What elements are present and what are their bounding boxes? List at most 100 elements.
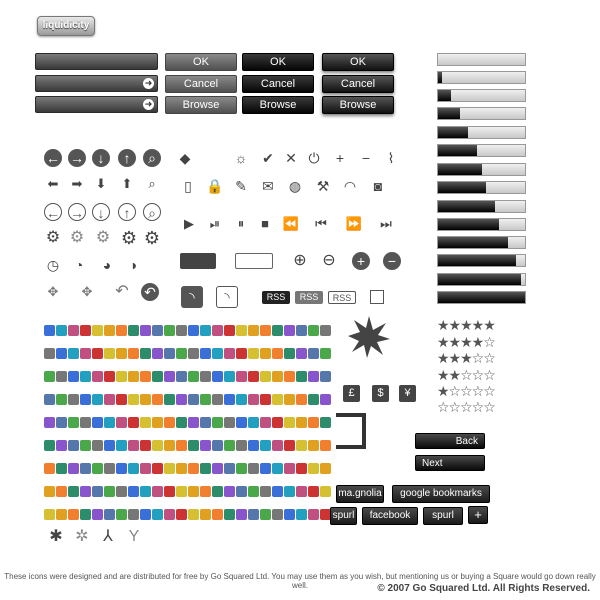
app-icon[interactable] <box>104 486 115 497</box>
app-icon[interactable] <box>308 325 319 336</box>
app-icon[interactable] <box>200 348 211 359</box>
app-icon[interactable] <box>116 486 127 497</box>
app-icon[interactable] <box>224 417 235 428</box>
app-icon[interactable] <box>200 486 211 497</box>
app-icon[interactable] <box>116 371 127 382</box>
app-icon[interactable] <box>200 440 211 451</box>
app-icon[interactable] <box>152 440 163 451</box>
search-icon[interactable]: ⌕ <box>143 149 161 167</box>
browse-button[interactable]: Browse <box>322 96 394 114</box>
app-icon[interactable] <box>152 509 163 520</box>
app-icon[interactable] <box>224 440 235 451</box>
app-icon[interactable] <box>176 417 187 428</box>
app-icon[interactable] <box>260 417 271 428</box>
app-icon[interactable] <box>308 486 319 497</box>
star-rating[interactable]: ★★★★★ <box>437 317 496 333</box>
app-icon[interactable] <box>272 348 283 359</box>
arrow-down-icon[interactable]: ↓ <box>92 203 110 221</box>
spurl-button[interactable]: spurl <box>423 507 463 525</box>
app-icon[interactable] <box>92 371 103 382</box>
app-icon[interactable] <box>152 463 163 474</box>
app-icon[interactable] <box>128 394 139 405</box>
app-icon[interactable] <box>104 371 115 382</box>
asterisk-icon[interactable]: ✱ <box>49 528 63 545</box>
app-icon[interactable] <box>236 394 247 405</box>
app-icon[interactable] <box>236 348 247 359</box>
app-icon[interactable] <box>224 486 235 497</box>
app-icon[interactable] <box>140 440 151 451</box>
app-icon[interactable] <box>92 440 103 451</box>
app-icon[interactable] <box>116 417 127 428</box>
app-icon[interactable] <box>56 417 67 428</box>
zoom-in-icon[interactable]: + <box>352 252 370 270</box>
app-icon[interactable] <box>44 463 55 474</box>
app-icon[interactable] <box>296 440 307 451</box>
app-icon[interactable] <box>176 463 187 474</box>
app-icon[interactable] <box>212 394 223 405</box>
app-icon[interactable] <box>80 486 91 497</box>
app-icon[interactable] <box>68 417 79 428</box>
app-icon[interactable] <box>284 371 295 382</box>
arrow-left-icon[interactable]: ← <box>44 203 62 221</box>
app-icon[interactable] <box>176 394 187 405</box>
app-icon[interactable] <box>200 371 211 382</box>
app-icon[interactable] <box>128 463 139 474</box>
app-icon[interactable] <box>44 348 55 359</box>
app-icon[interactable] <box>308 371 319 382</box>
app-icon[interactable] <box>140 417 151 428</box>
app-icon[interactable] <box>44 440 55 451</box>
text-input-bar[interactable] <box>35 53 158 70</box>
rss-badge[interactable]: RSS <box>328 291 356 304</box>
app-icon[interactable] <box>176 325 187 336</box>
lock-icon[interactable]: 🔒 <box>206 178 224 194</box>
app-icon[interactable] <box>68 348 79 359</box>
app-icon[interactable] <box>56 394 67 405</box>
move-icon[interactable]: ✥ <box>81 284 93 299</box>
app-icon[interactable] <box>188 394 199 405</box>
app-icon[interactable] <box>224 394 235 405</box>
arrow-up-icon[interactable]: ↑ <box>118 203 136 221</box>
fast-forward-icon[interactable]: ⏩ <box>345 216 363 231</box>
app-icon[interactable] <box>116 463 127 474</box>
arrow-up-icon[interactable]: ⬆ <box>121 176 133 191</box>
star-rating[interactable]: ★★★★☆ <box>437 334 496 350</box>
gear-icon[interactable]: ⚙ <box>120 228 138 248</box>
monitor-icon[interactable] <box>336 413 366 449</box>
dollar-icon[interactable]: $ <box>372 385 389 402</box>
move-icon[interactable]: ✥ <box>47 284 59 299</box>
app-icon[interactable] <box>140 509 151 520</box>
app-icon[interactable] <box>152 325 163 336</box>
skip-forward-icon[interactable]: ⏭ <box>380 216 392 231</box>
rss-feed-icon[interactable]: ◝ <box>216 286 238 308</box>
app-icon[interactable] <box>236 463 247 474</box>
wrench-icon[interactable]: ⚒ <box>316 178 330 194</box>
arrow-up-icon[interactable]: ↑ <box>118 149 136 167</box>
rss-badge[interactable]: RSS <box>262 291 290 304</box>
app-icon[interactable] <box>164 348 175 359</box>
pencil-icon[interactable]: ✎ <box>235 178 247 194</box>
app-icon[interactable] <box>80 348 91 359</box>
app-icon[interactable] <box>284 394 295 405</box>
app-icon[interactable] <box>224 325 235 336</box>
app-icon[interactable] <box>128 417 139 428</box>
paperclip-icon[interactable]: ⌇ <box>387 150 395 166</box>
browse-button[interactable]: Browse <box>242 96 314 114</box>
app-icon[interactable] <box>284 348 295 359</box>
app-icon[interactable] <box>140 486 151 497</box>
app-icon[interactable] <box>104 463 115 474</box>
app-icon[interactable] <box>140 348 151 359</box>
app-icon[interactable] <box>272 486 283 497</box>
browse-input-bar[interactable]: ➜ <box>35 96 158 113</box>
app-icon[interactable] <box>44 371 55 382</box>
add-button[interactable]: + <box>468 506 488 524</box>
app-icon[interactable] <box>164 486 175 497</box>
video-camera-icon[interactable] <box>180 253 216 269</box>
app-icon[interactable] <box>236 440 247 451</box>
app-icon[interactable] <box>272 417 283 428</box>
check-icon[interactable]: ✔ <box>262 150 274 166</box>
pound-icon[interactable]: £ <box>343 385 360 402</box>
app-icon[interactable] <box>164 417 175 428</box>
app-icon[interactable] <box>188 440 199 451</box>
app-icon[interactable] <box>212 371 223 382</box>
stopwatch-icon[interactable]: ◔ <box>74 257 84 273</box>
